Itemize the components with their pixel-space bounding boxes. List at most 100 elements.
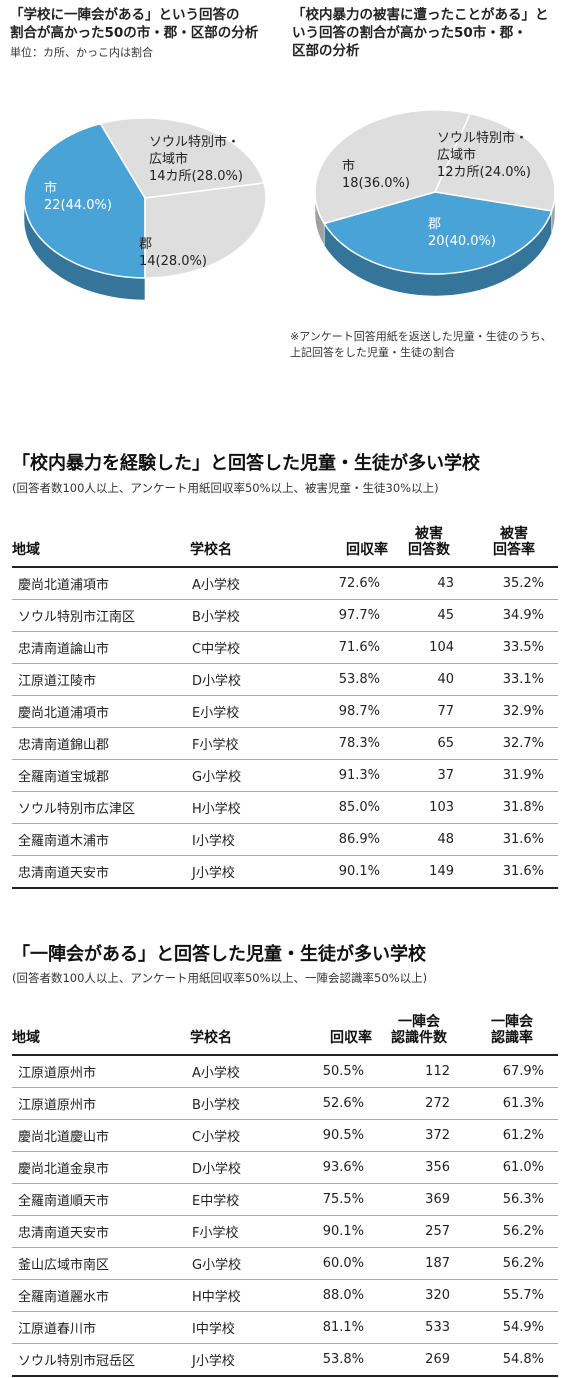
table2-cell: 61.3% xyxy=(466,1087,558,1120)
table2-title: 「一陣会がある」と回答した児童・生徒が多い学校 xyxy=(12,944,426,965)
table1-cell: ソウル特別市広津区 xyxy=(12,791,190,824)
table2-row: 江原道原州市 B小学校 52.6% 272 61.3% xyxy=(12,1087,558,1120)
table1-cell: 35.2% xyxy=(470,566,558,600)
table1-cell: E小学校 xyxy=(190,695,296,728)
table2-cell: J小学校 xyxy=(190,1343,290,1377)
table1-cell: 48 xyxy=(388,823,470,856)
table1: 地域 学校名 回収率 被害 回答数 被害 回答率 慶尚北道浦項市 A小学校 72.6… xyxy=(12,515,558,889)
table1-cell: 33.1% xyxy=(470,663,558,696)
table2-row: ソウル特別市冠岳区 J小学校 53.8% 269 54.8% xyxy=(12,1343,558,1377)
table2-cell: 88.0% xyxy=(290,1279,372,1312)
table1-cell: H小学校 xyxy=(190,791,296,824)
table2-cell: 60.0% xyxy=(290,1247,372,1280)
table1-cell: G小学校 xyxy=(190,759,296,792)
table2-cell: 56.2% xyxy=(466,1247,558,1280)
table1-cell: 71.6% xyxy=(296,631,388,664)
table2-cell: 90.5% xyxy=(290,1119,372,1152)
table1-cell: 98.7% xyxy=(296,695,388,728)
pie1-slice-label-1: ソウル特別市・広域市 14カ所(28.0%) xyxy=(149,134,243,184)
pie1-slice-label-2: 郡 14(28.0%) xyxy=(139,237,207,269)
table2-cell: 50.5% xyxy=(290,1054,372,1088)
table1-row: 全羅南道木浦市 I小学校 86.9% 48 31.6% xyxy=(12,823,558,856)
table1-row: ソウル特別市江南区 B小学校 97.7% 45 34.9% xyxy=(12,599,558,632)
table1-row: 忠清南道論山市 C中学校 71.6% 104 33.5% xyxy=(12,631,558,664)
table2: 地域 学校名 回収率 一陣会 認識件数 一陣会 認識率 江原道原州市 A小学校 50… xyxy=(12,1003,558,1377)
table2-cell: 90.1% xyxy=(290,1215,372,1248)
table2-cell: 慶尚北道金泉市 xyxy=(12,1151,190,1184)
table1-cell: 忠清南道天安市 xyxy=(12,855,190,889)
pie2-slice-2 xyxy=(314,109,472,225)
table2-subtitle: (回答者数100人以上、アンケート用紙回収率50%以上、一陣会認識率50%以上) xyxy=(12,971,428,985)
table2-header-region: 地域 xyxy=(12,1030,40,1046)
pie2-slice-1 xyxy=(323,191,553,275)
table2-row: 慶尚北道金泉市 D小学校 93.6% 356 61.0% xyxy=(12,1151,558,1184)
table2-cell: 江原道春川市 xyxy=(12,1311,190,1344)
table1-cell: J小学校 xyxy=(190,855,296,889)
table2-row: 忠清南道天安市 F小学校 90.1% 257 56.2% xyxy=(12,1215,558,1248)
table2-cell: I中学校 xyxy=(190,1311,290,1344)
table1-cell: 江原道江陵市 xyxy=(12,663,190,696)
table2-cell: 67.9% xyxy=(466,1054,558,1088)
pie2-slice-0 xyxy=(433,112,556,212)
table1-cell: 31.8% xyxy=(470,791,558,824)
table1-cell: 78.3% xyxy=(296,727,388,760)
table1-row: 全羅南道宝城郡 G小学校 91.3% 37 31.9% xyxy=(12,759,558,792)
table2-header-collection-rate: 回収率 xyxy=(330,1030,372,1046)
table2-cell: 269 xyxy=(372,1343,466,1377)
table2-cell: 187 xyxy=(372,1247,466,1280)
table2-header-school: 学校名 xyxy=(190,1030,232,1046)
table2-cell: 慶尚北道慶山市 xyxy=(12,1119,190,1152)
table1-cell: 32.9% xyxy=(470,695,558,728)
table1-header-victim-count: 被害 回答数 xyxy=(408,526,450,558)
table2-cell: 369 xyxy=(372,1183,466,1216)
table1-row: 慶尚北道浦項市 E小学校 98.7% 77 32.9% xyxy=(12,695,558,728)
pie1-chart: 市 22(44.0%) ソウル特別市・広域市 14カ所(28.0%) 郡 14(28.0%… xyxy=(23,117,267,301)
table2-cell: 江原道原州市 xyxy=(12,1087,190,1120)
pie1-slice-label-0: 市 22(44.0%) xyxy=(44,180,112,213)
table2-cell: H中学校 xyxy=(190,1279,290,1312)
table1-cell: 37 xyxy=(388,759,470,792)
table2-cell: ソウル特別市冠岳区 xyxy=(12,1343,190,1377)
table1-cell: 慶尚北道浦項市 xyxy=(12,695,190,728)
table1-cell: 77 xyxy=(388,695,470,728)
table1-cell: 40 xyxy=(388,663,470,696)
table2-cell: A小学校 xyxy=(190,1054,290,1088)
pie2-chart: ソウル特別市・広域市 12カ所(24.0%) 郡 20(40.0%) 市 18(36.0%… xyxy=(314,109,556,297)
table2-row: 慶尚北道慶山市 C小学校 90.5% 372 61.2% xyxy=(12,1119,558,1152)
table1-cell: 34.9% xyxy=(470,599,558,632)
table1-cell: 31.9% xyxy=(470,759,558,792)
table2-cell: G小学校 xyxy=(190,1247,290,1280)
table2-cell: E中学校 xyxy=(190,1183,290,1216)
pie2-note: ※アンケート回答用紙を返送した児童・生徒のうち、 上記回答をした児童・生徒の割合 xyxy=(290,330,552,359)
table2-cell: 533 xyxy=(372,1311,466,1344)
table1-cell: 45 xyxy=(388,599,470,632)
table2-cell: 272 xyxy=(372,1087,466,1120)
table2-cell: 53.8% xyxy=(290,1343,372,1377)
table2-cell: 54.8% xyxy=(466,1343,558,1377)
table1-cell: B小学校 xyxy=(190,599,296,632)
table2-cell: C小学校 xyxy=(190,1119,290,1152)
table2-row: 江原道春川市 I中学校 81.1% 533 54.9% xyxy=(12,1311,558,1344)
table1-cell: 72.6% xyxy=(296,566,388,600)
table1-cell: 31.6% xyxy=(470,823,558,856)
table2-header-awareness-rate: 一陣会 認識率 xyxy=(491,1014,533,1046)
table1-row: 慶尚北道浦項市 A小学校 72.6% 43 35.2% xyxy=(12,566,558,600)
table1-row: 忠清南道錦山郡 F小学校 78.3% 65 32.7% xyxy=(12,727,558,760)
table1-cell: 慶尚北道浦項市 xyxy=(12,566,190,600)
pie1-title: 「学校に一陣会がある」という回答の 割合が高かった50の市・郡・区部の分析 xyxy=(10,7,259,41)
table1-cell: 忠清南道錦山郡 xyxy=(12,727,190,760)
table2-cell: 372 xyxy=(372,1119,466,1152)
pie2-slice-label-2: 市 18(36.0%) xyxy=(342,158,410,191)
table2-row: 釜山広域市南区 G小学校 60.0% 187 56.2% xyxy=(12,1247,558,1280)
table1-header-victim-rate: 被害 回答率 xyxy=(493,526,535,558)
table2-cell: 356 xyxy=(372,1151,466,1184)
table1-cell: 全羅南道木浦市 xyxy=(12,823,190,856)
table1-cell: C中学校 xyxy=(190,631,296,664)
table2-cell: 81.1% xyxy=(290,1311,372,1344)
table1-cell: 65 xyxy=(388,727,470,760)
pie1-slice-1 xyxy=(99,117,265,199)
table1-cell: 全羅南道宝城郡 xyxy=(12,759,190,792)
table2-cell: B小学校 xyxy=(190,1087,290,1120)
table1-cell: 86.9% xyxy=(296,823,388,856)
table1-row: 江原道江陵市 D小学校 53.8% 40 33.1% xyxy=(12,663,558,696)
